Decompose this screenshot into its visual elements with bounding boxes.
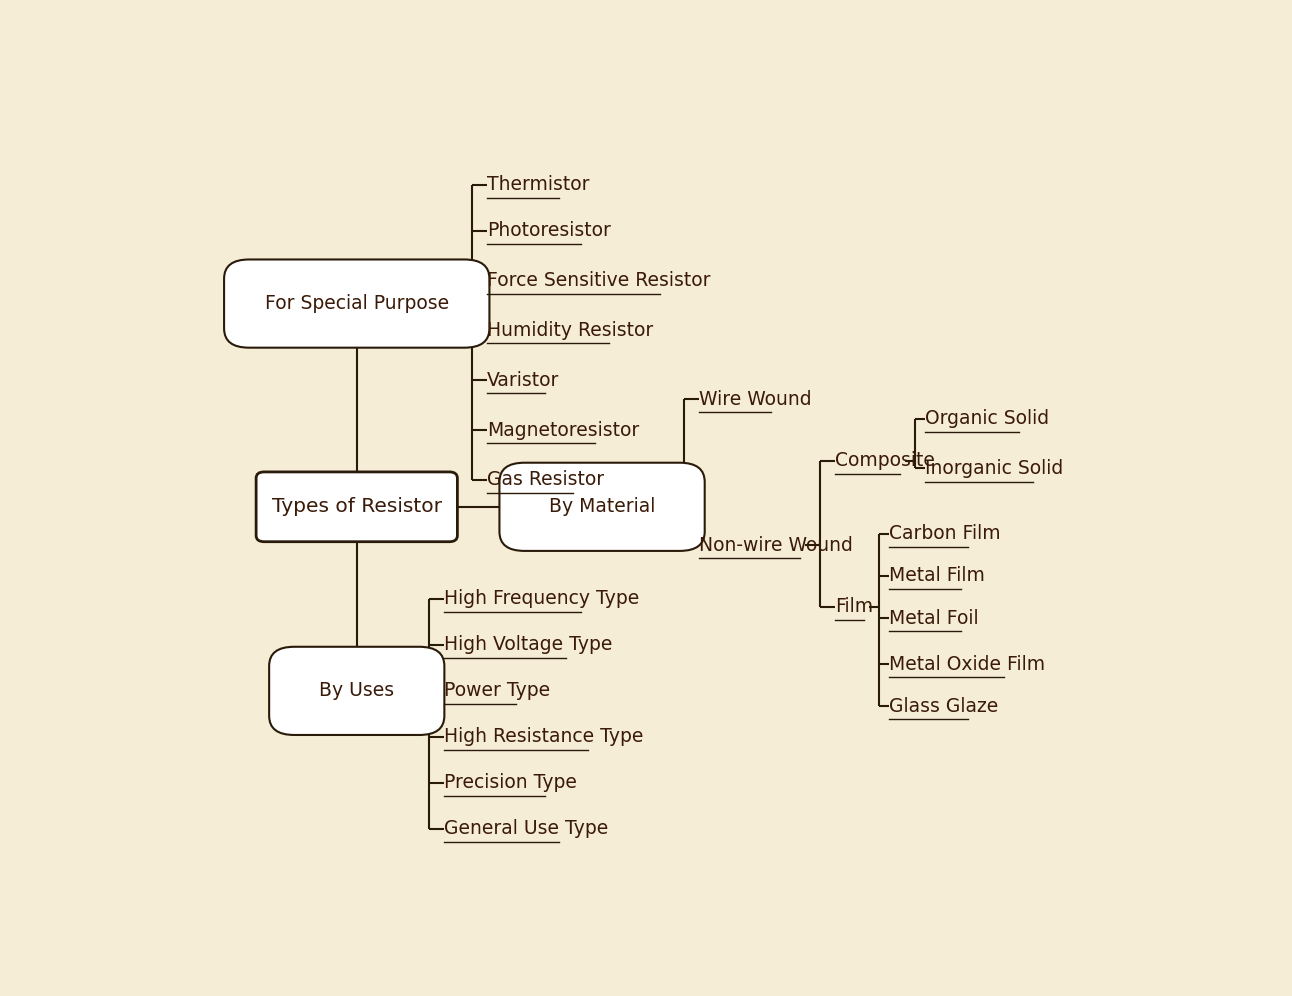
Text: Photoresistor: Photoresistor xyxy=(487,221,611,240)
Text: By Uses: By Uses xyxy=(319,681,394,700)
Text: Metal Oxide Film: Metal Oxide Film xyxy=(889,654,1045,673)
Text: Humidity Resistor: Humidity Resistor xyxy=(487,321,654,340)
Text: Thermistor: Thermistor xyxy=(487,175,589,194)
Text: Wire Wound: Wire Wound xyxy=(699,390,811,409)
Text: Film: Film xyxy=(835,597,873,616)
Text: Power Type: Power Type xyxy=(444,681,550,700)
Text: Force Sensitive Resistor: Force Sensitive Resistor xyxy=(487,271,711,290)
Text: General Use Type: General Use Type xyxy=(444,820,609,839)
FancyBboxPatch shape xyxy=(500,463,704,551)
Text: High Frequency Type: High Frequency Type xyxy=(444,590,640,609)
Text: High Voltage Type: High Voltage Type xyxy=(444,635,612,654)
FancyBboxPatch shape xyxy=(256,472,457,542)
Text: Metal Foil: Metal Foil xyxy=(889,609,978,627)
Text: Gas Resistor: Gas Resistor xyxy=(487,470,605,489)
Text: Types of Resistor: Types of Resistor xyxy=(271,497,442,516)
Text: Composite: Composite xyxy=(835,451,935,470)
Text: Metal Film: Metal Film xyxy=(889,567,985,586)
Text: Varistor: Varistor xyxy=(487,371,559,389)
Text: Carbon Film: Carbon Film xyxy=(889,524,1001,543)
Text: Non-wire Wound: Non-wire Wound xyxy=(699,536,853,555)
Text: Organic Solid: Organic Solid xyxy=(925,409,1049,428)
Text: Inorganic Solid: Inorganic Solid xyxy=(925,459,1063,478)
Text: Magnetoresistor: Magnetoresistor xyxy=(487,420,640,439)
Text: By Material: By Material xyxy=(549,497,655,516)
Text: Precision Type: Precision Type xyxy=(444,774,576,793)
FancyBboxPatch shape xyxy=(269,646,444,735)
Text: For Special Purpose: For Special Purpose xyxy=(265,294,448,313)
FancyBboxPatch shape xyxy=(224,260,490,348)
Text: High Resistance Type: High Resistance Type xyxy=(444,727,643,746)
Text: Glass Glaze: Glass Glaze xyxy=(889,697,999,716)
